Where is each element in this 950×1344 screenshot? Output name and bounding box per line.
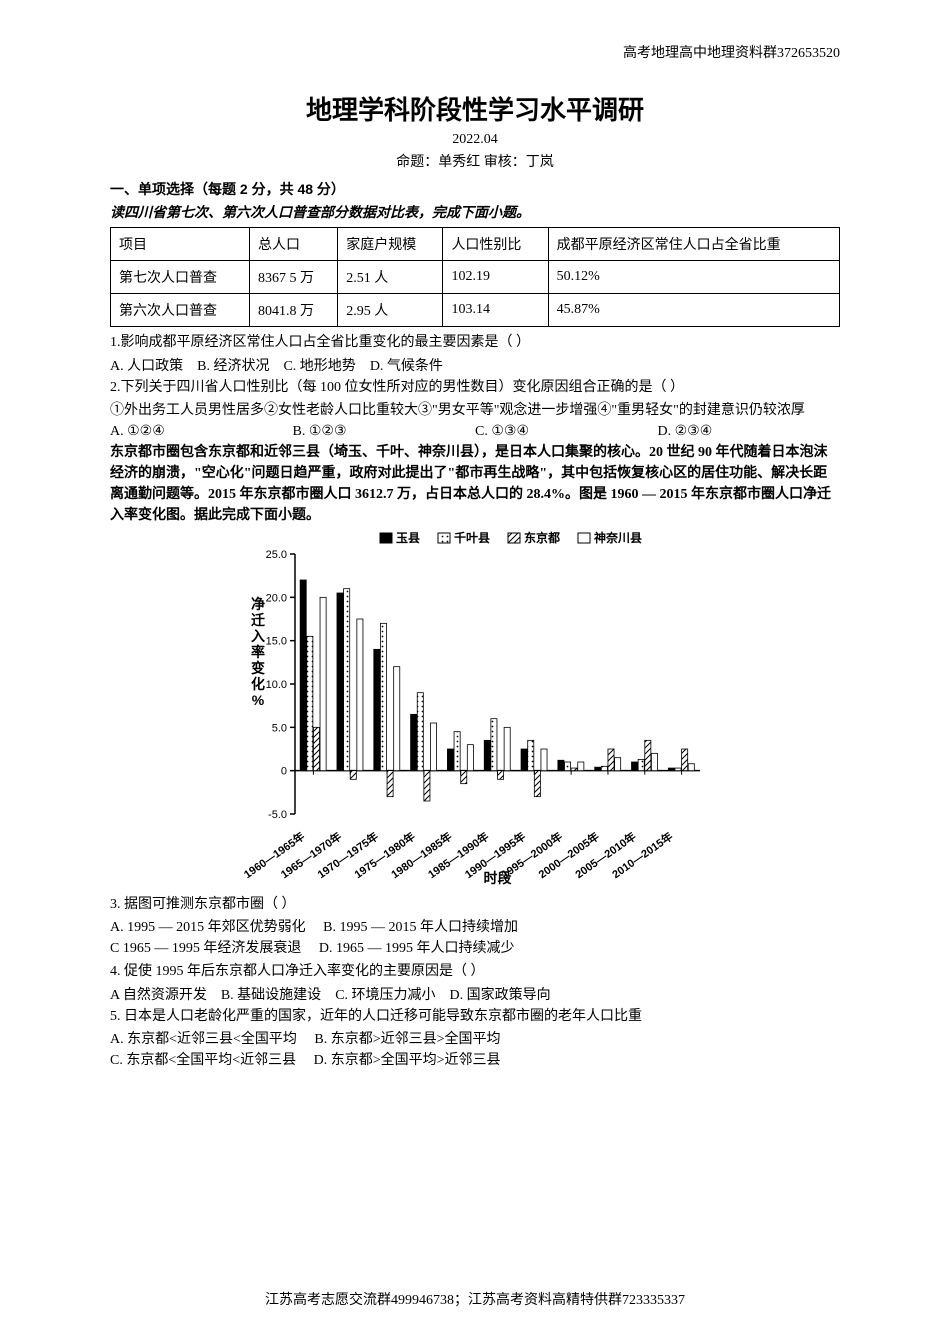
svg-text:2000—2005年: 2000—2005年	[536, 829, 602, 881]
svg-text:%: %	[252, 692, 265, 708]
migration-chart-wrap: -5.0 0 5.0 10.0 15.0 20.0 25.0 净迁入率变化% 玉县 千叶县 东京都 神…	[110, 529, 840, 889]
option-c: C. 地形地势	[283, 359, 355, 374]
migration-bar-chart: -5.0 0 5.0 10.0 15.0 20.0 25.0 净迁入率变化% 玉县 千叶县 东京都 神…	[240, 529, 710, 889]
table-instruction: 读四川省第七次、第六次人口普查部分数据对比表，完成下面小题。	[110, 202, 840, 222]
option-a: A. ①②④	[110, 423, 293, 440]
table-header-cell: 成都平原经济区常住人口占全省比重	[548, 228, 839, 261]
header-meta: 高考地理高中地理资料群372653520	[623, 42, 840, 62]
svg-text:变: 变	[251, 660, 265, 676]
option-a: A. 1995 — 2015 年郊区优势弱化	[110, 920, 306, 935]
question-1: 1.影响成都平原经济区常住人口占全省比重变化的最主要因素是（ ）	[110, 332, 840, 353]
question-5-options: A. 东京都<近邻三县<全国平均 B. 东京都>近邻三县>全国平均 C. 东京都…	[110, 1029, 840, 1071]
question-2-sub: ①外出务工人员男性居多②女性老龄人口比重较大③"男女平等"观念进一步增强④"重男…	[110, 400, 840, 421]
table-row: 第七次人口普查 8367 5 万 2.51 人 102.19 50.12%	[111, 261, 840, 294]
svg-text:入: 入	[251, 628, 265, 644]
svg-text:净: 净	[251, 596, 265, 612]
table-header-cell: 总人口	[250, 228, 338, 261]
svg-text:玉县: 玉县	[396, 531, 420, 545]
table-cell: 第六次人口普查	[111, 294, 250, 327]
svg-text:20.0: 20.0	[266, 592, 287, 604]
option-d: D. 1965 — 1995 年人口持续减少	[319, 941, 515, 956]
svg-text:东京都: 东京都	[524, 530, 560, 545]
table-cell: 2.51 人	[338, 261, 443, 294]
question-4-options: A 自然资源开发 B. 基础设施建设 C. 环境压力减小 D. 国家政策导向	[110, 984, 840, 1004]
question-3: 3. 据图可推测东京都市圈（ ）	[110, 894, 840, 915]
svg-text:化: 化	[251, 676, 265, 692]
census-table: 项目 总人口 家庭户规模 人口性别比 成都平原经济区常住人口占全省比重 第七次人…	[110, 227, 840, 327]
svg-text:2005—2010年: 2005—2010年	[572, 829, 638, 881]
svg-text:5.0: 5.0	[272, 722, 287, 734]
table-header-cell: 家庭户规模	[338, 228, 443, 261]
option-b: B. 1995 — 2015 年人口持续增加	[323, 920, 518, 935]
option-a: A 自然资源开发	[110, 988, 207, 1003]
context-paragraph: 东京都市圈包含东京都和近邻三县（埼玉、千叶、神奈川县），是日本人口集聚的核心。2…	[110, 442, 840, 526]
table-header-row: 项目 总人口 家庭户规模 人口性别比 成都平原经济区常住人口占全省比重	[111, 228, 840, 261]
svg-text:15.0: 15.0	[266, 636, 287, 648]
svg-text:-5.0: -5.0	[268, 809, 287, 821]
table-header-cell: 项目	[111, 228, 250, 261]
option-c: C. 东京都<全国平均<近邻三县	[110, 1053, 296, 1068]
svg-text:25.0: 25.0	[266, 549, 287, 561]
option-d: D. ②③④	[658, 423, 841, 440]
table-header-cell: 人口性别比	[443, 228, 548, 261]
table-cell: 第七次人口普查	[111, 261, 250, 294]
svg-text:时段: 时段	[484, 870, 512, 886]
table-cell: 8367 5 万	[250, 261, 338, 294]
svg-text:1960—1965年: 1960—1965年	[241, 829, 307, 881]
option-c: C. 环境压力减小	[335, 988, 435, 1003]
svg-text:0: 0	[281, 766, 287, 778]
page-date: 2022.04	[110, 132, 840, 148]
svg-text:1975—1980年: 1975—1980年	[351, 829, 417, 881]
option-b: B. ①②③	[293, 423, 476, 440]
page-footer: 江苏高考志愿交流群499946738；江苏高考资料高精特供群723335337	[0, 1289, 950, 1309]
option-c: C 1965 — 1995 年经济发展衰退	[110, 941, 301, 956]
svg-text:神奈川县: 神奈川县	[594, 530, 642, 545]
svg-text:10.0: 10.0	[266, 679, 287, 691]
table-row: 第六次人口普查 8041.8 万 2.95 人 103.14 45.87%	[111, 294, 840, 327]
question-2-options: A. ①②④ B. ①②③ C. ①③④ D. ②③④	[110, 423, 840, 440]
option-b: B. 基础设施建设	[221, 988, 321, 1003]
page-title: 地理学科阶段性学习水平调研	[110, 90, 840, 127]
table-cell: 45.87%	[548, 294, 839, 327]
svg-text:1985—1990年: 1985—1990年	[425, 829, 491, 881]
table-cell: 50.12%	[548, 261, 839, 294]
question-4: 4. 促使 1995 年后东京都人口净迁入率变化的主要原因是（ ）	[110, 961, 840, 982]
table-cell: 8041.8 万	[250, 294, 338, 327]
option-c: C. ①③④	[475, 423, 658, 440]
option-a: A. 东京都<近邻三县<全国平均	[110, 1032, 297, 1047]
table-cell: 102.19	[443, 261, 548, 294]
svg-text:1980—1985年: 1980—1985年	[388, 829, 454, 881]
svg-text:1970—1975年: 1970—1975年	[315, 829, 381, 881]
question-3-options: A. 1995 — 2015 年郊区优势弱化 B. 1995 — 2015 年人…	[110, 917, 840, 959]
option-a: A. 人口政策	[110, 359, 183, 374]
svg-text:1965—1970年: 1965—1970年	[278, 829, 344, 881]
question-5: 5. 日本是人口老龄化严重的国家，近年的人口迁移可能导致东京都市圈的老年人口比重	[110, 1006, 840, 1027]
option-b: B. 经济状况	[197, 359, 269, 374]
table-cell: 2.95 人	[338, 294, 443, 327]
table-cell: 103.14	[443, 294, 548, 327]
page-authors: 命题：单秀红 审核：丁岚	[110, 151, 840, 171]
svg-text:千叶县: 千叶县	[454, 530, 490, 545]
svg-text:率: 率	[251, 644, 265, 660]
option-d: D. 国家政策导向	[450, 988, 551, 1003]
question-2: 2.下列关于四川省人口性别比（每 100 位女性所对应的男性数目）变化原因组合正…	[110, 377, 840, 398]
option-b: B. 东京都>近邻三县>全国平均	[314, 1032, 500, 1047]
question-1-options: A. 人口政策 B. 经济状况 C. 地形地势 D. 气候条件	[110, 355, 840, 375]
svg-text:2010—2015年: 2010—2015年	[609, 829, 675, 881]
section-heading: 一、单项选择（每题 2 分，共 48 分）	[110, 179, 840, 199]
option-d: D. 东京都>全国平均>近邻三县	[314, 1053, 501, 1068]
option-d: D. 气候条件	[370, 359, 443, 374]
svg-text:迁: 迁	[251, 612, 265, 628]
